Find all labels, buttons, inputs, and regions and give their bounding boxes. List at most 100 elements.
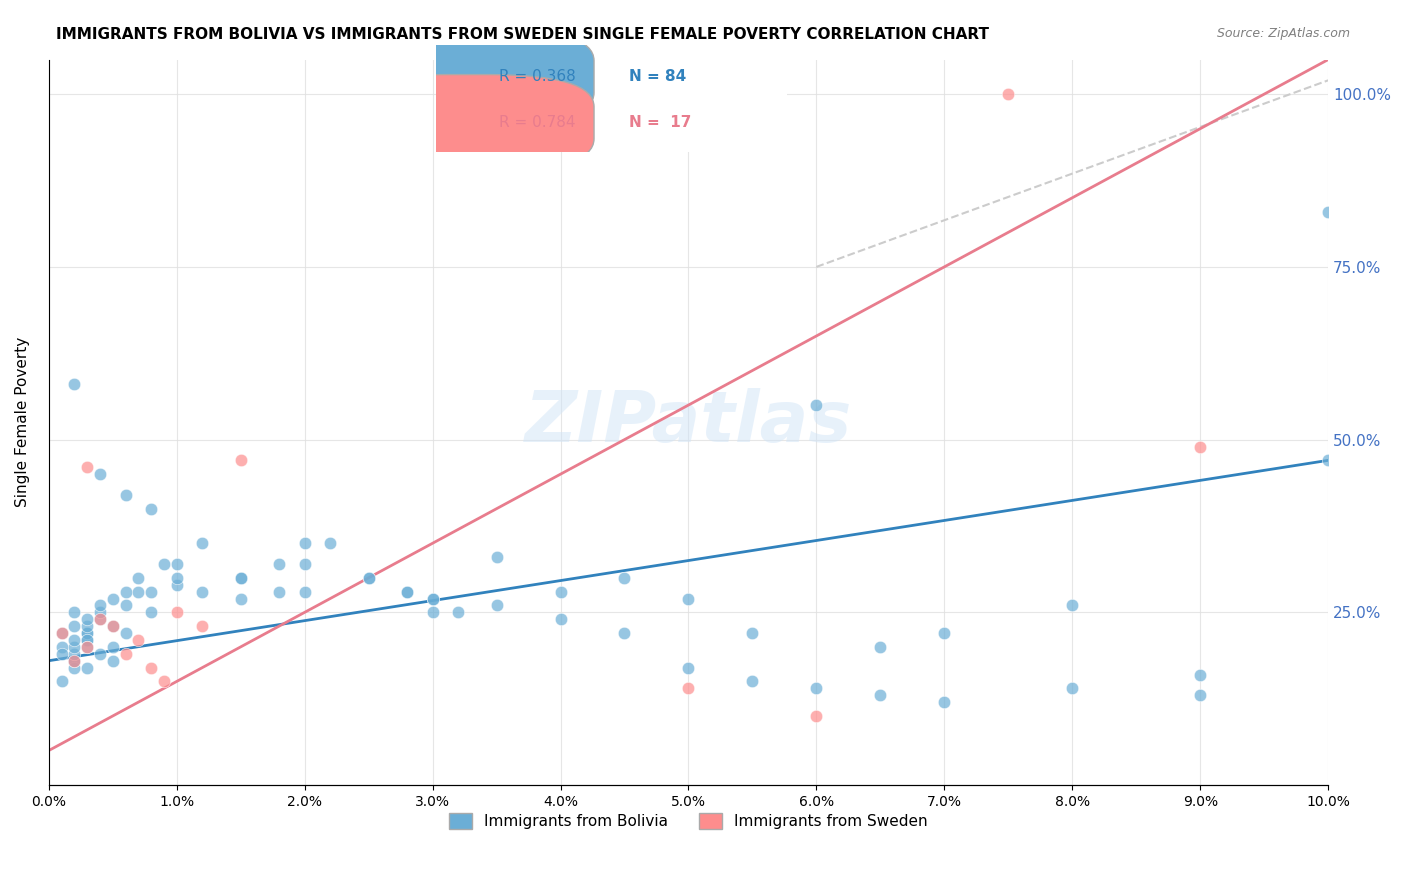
Text: R = 0.368: R = 0.368 (499, 70, 576, 84)
Immigrants from Bolivia (806, 681, 828, 696)
Immigrants from Bolivia (76, 632, 98, 647)
Immigrants from Bolivia (1189, 688, 1212, 702)
Immigrants from Bolivia (76, 612, 98, 626)
Immigrants from Sweden (51, 626, 73, 640)
Immigrants from Bolivia (89, 647, 111, 661)
Text: N =  17: N = 17 (630, 115, 692, 130)
Immigrants from Bolivia (76, 660, 98, 674)
Immigrants from Bolivia (485, 599, 508, 613)
Immigrants from Bolivia (229, 571, 252, 585)
Immigrants from Bolivia (89, 612, 111, 626)
Immigrants from Bolivia (114, 584, 136, 599)
Immigrants from Sweden (1189, 440, 1212, 454)
Text: ZIPatlas: ZIPatlas (524, 388, 852, 457)
Immigrants from Bolivia (422, 591, 444, 606)
Immigrants from Bolivia (447, 605, 470, 619)
Immigrants from Bolivia (485, 550, 508, 565)
Immigrants from Bolivia (63, 654, 86, 668)
Immigrants from Bolivia (76, 626, 98, 640)
Immigrants from Bolivia (294, 536, 316, 550)
Immigrants from Bolivia (166, 557, 188, 571)
Immigrants from Bolivia (63, 605, 86, 619)
Immigrants from Bolivia (357, 571, 380, 585)
Immigrants from Sweden (76, 640, 98, 654)
Immigrants from Bolivia (229, 571, 252, 585)
Immigrants from Bolivia (741, 626, 763, 640)
Immigrants from Bolivia (294, 557, 316, 571)
Text: IMMIGRANTS FROM BOLIVIA VS IMMIGRANTS FROM SWEDEN SINGLE FEMALE POVERTY CORRELAT: IMMIGRANTS FROM BOLIVIA VS IMMIGRANTS FR… (56, 27, 990, 42)
Immigrants from Sweden (76, 460, 98, 475)
Immigrants from Bolivia (395, 584, 418, 599)
Immigrants from Bolivia (229, 591, 252, 606)
Immigrants from Sweden (678, 681, 700, 696)
Immigrants from Bolivia (51, 640, 73, 654)
Immigrants from Bolivia (1317, 204, 1340, 219)
Immigrants from Bolivia (678, 660, 700, 674)
Immigrants from Sweden (114, 647, 136, 661)
Immigrants from Bolivia (1062, 599, 1084, 613)
Immigrants from Bolivia (63, 647, 86, 661)
Immigrants from Sweden (229, 453, 252, 467)
Immigrants from Bolivia (678, 591, 700, 606)
Immigrants from Bolivia (139, 584, 162, 599)
Immigrants from Bolivia (1062, 681, 1084, 696)
Immigrants from Bolivia (114, 626, 136, 640)
Y-axis label: Single Female Poverty: Single Female Poverty (15, 337, 30, 508)
Immigrants from Sweden (127, 632, 149, 647)
Immigrants from Bolivia (63, 619, 86, 633)
Immigrants from Sweden (191, 619, 214, 633)
Immigrants from Sweden (806, 709, 828, 723)
Immigrants from Bolivia (550, 584, 572, 599)
FancyBboxPatch shape (340, 75, 595, 171)
Immigrants from Bolivia (166, 571, 188, 585)
Immigrants from Bolivia (51, 626, 73, 640)
Text: Source: ZipAtlas.com: Source: ZipAtlas.com (1216, 27, 1350, 40)
FancyBboxPatch shape (340, 29, 595, 125)
Immigrants from Bolivia (806, 398, 828, 412)
Immigrants from Bolivia (114, 599, 136, 613)
Immigrants from Bolivia (166, 578, 188, 592)
Immigrants from Bolivia (127, 584, 149, 599)
Immigrants from Sweden (63, 654, 86, 668)
Immigrants from Bolivia (1189, 667, 1212, 681)
Immigrants from Bolivia (191, 584, 214, 599)
Immigrants from Bolivia (76, 619, 98, 633)
Legend: Immigrants from Bolivia, Immigrants from Sweden: Immigrants from Bolivia, Immigrants from… (443, 807, 934, 836)
FancyBboxPatch shape (429, 43, 794, 153)
Immigrants from Bolivia (101, 654, 124, 668)
Immigrants from Bolivia (191, 536, 214, 550)
Immigrants from Bolivia (139, 501, 162, 516)
Immigrants from Bolivia (139, 605, 162, 619)
Immigrants from Bolivia (101, 591, 124, 606)
Immigrants from Bolivia (63, 660, 86, 674)
Immigrants from Bolivia (76, 626, 98, 640)
Immigrants from Sweden (997, 87, 1019, 102)
Immigrants from Bolivia (869, 688, 891, 702)
Immigrants from Bolivia (63, 640, 86, 654)
Immigrants from Bolivia (89, 599, 111, 613)
Immigrants from Bolivia (422, 591, 444, 606)
Immigrants from Bolivia (63, 654, 86, 668)
Immigrants from Bolivia (76, 640, 98, 654)
Immigrants from Bolivia (869, 640, 891, 654)
Immigrants from Bolivia (422, 605, 444, 619)
Immigrants from Bolivia (101, 640, 124, 654)
Immigrants from Bolivia (63, 632, 86, 647)
Immigrants from Bolivia (395, 584, 418, 599)
Immigrants from Sweden (166, 605, 188, 619)
Immigrants from Bolivia (267, 584, 290, 599)
Immigrants from Bolivia (89, 467, 111, 482)
Immigrants from Bolivia (550, 612, 572, 626)
Immigrants from Bolivia (101, 619, 124, 633)
Immigrants from Bolivia (294, 584, 316, 599)
Immigrants from Sweden (89, 612, 111, 626)
Immigrants from Bolivia (114, 488, 136, 502)
Immigrants from Bolivia (76, 632, 98, 647)
Immigrants from Bolivia (613, 571, 636, 585)
Immigrants from Bolivia (127, 571, 149, 585)
Immigrants from Bolivia (357, 571, 380, 585)
Immigrants from Bolivia (319, 536, 342, 550)
Immigrants from Bolivia (741, 674, 763, 689)
Text: N = 84: N = 84 (630, 70, 686, 84)
Immigrants from Bolivia (51, 647, 73, 661)
